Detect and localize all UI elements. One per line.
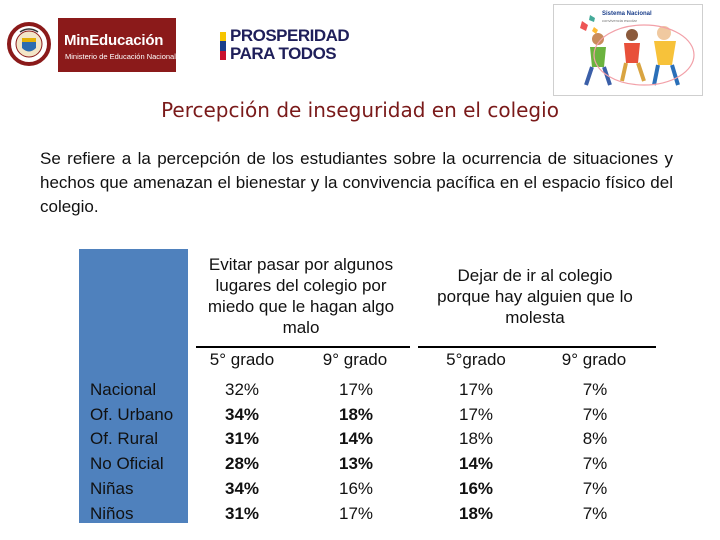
row-label: Niños [90,503,134,523]
prosperidad-logo: PROSPERIDAD PARA TODOS [188,24,350,68]
group1-line: malo [282,318,320,337]
table-cell: 17% [338,503,374,523]
group2-underline [418,346,656,348]
group-header-dejar: Dejar de ir al colegio porque hay alguie… [414,265,656,328]
group-header-evitar: Evitar pasar por algunos lugares del col… [188,254,414,338]
table-cell: 31% [224,503,260,523]
table-cell: 7% [582,478,608,498]
table-cell: 17% [458,404,494,424]
table-cell: 31% [224,429,260,449]
row-label: No Oficial [90,454,164,474]
group1-line: Evitar pasar por algunos [208,255,394,274]
table-cell: 18% [458,429,494,449]
table-cell: 14% [458,454,494,474]
table-cell: 7% [582,503,608,523]
intro-paragraph: Se refiere a la percepción de los estudi… [40,149,673,216]
grade-header: 9° grado [561,350,627,369]
mineducacion-logo: MinEducación Ministerio de Educación Nac… [58,18,176,72]
grade-header: 9° grado [322,350,388,369]
table-cell: 17% [458,380,494,399]
sistema-nacional-subtitle: convivencia escolar [602,18,637,23]
prosperidad-line1: PROSPERIDAD [230,26,350,45]
table-cell: 28% [224,454,260,474]
table-cell: 16% [458,478,494,498]
table-cell: 34% [224,478,260,498]
table-cell: 16% [338,478,374,498]
group2-line: molesta [505,308,565,327]
table-cell: 13% [338,454,374,474]
mineducacion-name: MinEducación [64,32,164,49]
table-cell: 8% [582,429,608,449]
row-label: Nacional [90,380,157,399]
children-illustration [580,15,695,86]
prosperidad-text: PROSPERIDAD PARA TODOS [230,26,350,63]
table-cell: 34% [224,404,260,424]
table-values-area [188,370,656,523]
table-cell: 32% [224,380,260,399]
grade-header: 5° grado [209,350,275,369]
group2-line: Dejar de ir al colegio [457,266,613,285]
prosperidad-line2: PARA TODOS [230,44,337,63]
colombia-flag-icon [220,32,226,60]
table-header [188,249,656,370]
table-cell: 17% [338,380,374,399]
group1-line: miedo que le hagan algo [207,297,395,316]
table-cell: 7% [582,380,608,399]
page-title: Percepción de inseguridad en el colegio [161,98,559,122]
table-cell: 7% [582,404,608,424]
table-cell: 18% [458,503,494,523]
sistema-nacional-title: Sistema Nacional [602,11,652,17]
grade-header: 5°grado [446,350,506,369]
colombia-seal-logo [6,18,52,72]
group2-line: porque hay alguien que lo [437,287,633,306]
row-label: Niñas [90,478,134,498]
group1-underline [196,346,410,348]
table-cell: 18% [338,404,374,424]
row-label: Of. Rural [90,429,159,449]
group1-line: lugares del colegio por [215,276,387,295]
sistema-nacional-logo: Sistema Nacional convivencia escolar [553,4,703,96]
table-corner-header [79,249,188,370]
mineducacion-subtitle: Ministerio de Educación Nacional [65,52,176,61]
table-cell: 14% [338,429,374,449]
table-cell: 7% [582,454,608,474]
row-label: Of. Urbano [90,404,174,424]
